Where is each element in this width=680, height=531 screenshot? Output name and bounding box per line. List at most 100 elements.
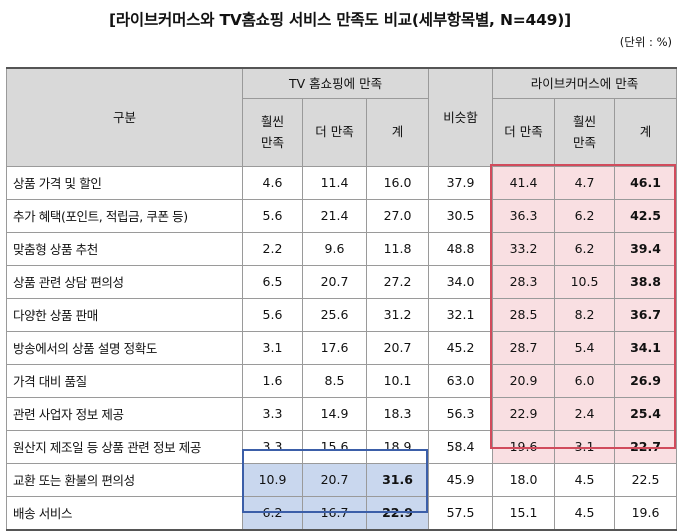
cell-similar: 30.5 bbox=[428, 198, 494, 233]
cell-tv-much: 4.6 bbox=[242, 165, 303, 200]
cell-live-more: 18.0 bbox=[492, 462, 556, 497]
row-label: 맞춤형 상품 추천 bbox=[6, 231, 243, 266]
table-row: 가격 대비 품질 1.6 8.5 10.1 63.0 20.9 6.0 26.9 bbox=[6, 363, 678, 398]
cell-tv-much: 3.3 bbox=[242, 429, 303, 464]
cell-live-more: 15.1 bbox=[492, 495, 556, 530]
cell-tv-much: 5.6 bbox=[242, 198, 303, 233]
unit-label: (단위 : %) bbox=[619, 35, 672, 49]
cell-live-much: 8.2 bbox=[554, 297, 616, 332]
row-label: 상품 관련 상담 편의성 bbox=[6, 264, 243, 299]
row-label: 배송 서비스 bbox=[6, 495, 243, 530]
cell-similar: 37.9 bbox=[428, 165, 494, 200]
cell-live-more: 28.3 bbox=[492, 264, 556, 299]
cell-tv-more: 25.6 bbox=[302, 297, 367, 332]
cell-tv-total: 18.3 bbox=[365, 396, 430, 431]
cell-similar: 58.4 bbox=[428, 429, 494, 464]
cell-live-total: 25.4 bbox=[614, 396, 678, 431]
table-title: [라이브커머스와 TV홈쇼핑 서비스 만족도 비교(세부항목별, N=449)] bbox=[108, 11, 572, 29]
header-live-more: 더 만족 bbox=[492, 97, 556, 167]
cell-tv-more: 21.4 bbox=[302, 198, 367, 233]
cell-live-much: 4.7 bbox=[554, 165, 616, 200]
cell-similar: 45.2 bbox=[428, 330, 494, 365]
cell-tv-more: 15.6 bbox=[302, 429, 367, 464]
cell-live-much: 6.0 bbox=[554, 363, 616, 398]
cell-similar: 48.8 bbox=[428, 231, 494, 266]
satisfaction-table: 구분 TV 홈쇼핑에 만족 비슷함 라이브커머스에 만족 훨씬 만족 더 만족 계… bbox=[6, 67, 678, 531]
cell-live-more: 36.3 bbox=[492, 198, 556, 233]
cell-tv-more: 9.6 bbox=[302, 231, 367, 266]
cell-tv-total: 31.2 bbox=[365, 297, 430, 332]
cell-tv-total: 31.6 bbox=[365, 462, 430, 497]
cell-live-total: 34.1 bbox=[614, 330, 678, 365]
cell-tv-total: 20.7 bbox=[365, 330, 430, 365]
cell-tv-much: 6.2 bbox=[242, 495, 303, 530]
table-row: 상품 가격 및 할인 4.6 11.4 16.0 37.9 41.4 4.7 46.1 bbox=[6, 165, 678, 200]
cell-live-much: 10.5 bbox=[554, 264, 616, 299]
header-live-total: 계 bbox=[614, 97, 678, 167]
cell-tv-total: 27.0 bbox=[365, 198, 430, 233]
cell-tv-much: 5.6 bbox=[242, 297, 303, 332]
header-live-group: 라이브커머스에 만족 bbox=[492, 67, 678, 99]
cell-tv-more: 11.4 bbox=[302, 165, 367, 200]
header-similar: 비슷함 bbox=[428, 67, 494, 167]
cell-similar: 56.3 bbox=[428, 396, 494, 431]
cell-tv-more: 16.7 bbox=[302, 495, 367, 530]
cell-live-much: 6.2 bbox=[554, 198, 616, 233]
cell-live-total: 19.6 bbox=[614, 495, 678, 530]
row-label: 교환 또는 환불의 편의성 bbox=[6, 462, 243, 497]
cell-tv-more: 14.9 bbox=[302, 396, 367, 431]
cell-tv-total: 10.1 bbox=[365, 363, 430, 398]
table-row: 다양한 상품 판매 5.6 25.6 31.2 32.1 28.5 8.2 36.7 bbox=[6, 297, 678, 332]
cell-tv-total: 16.0 bbox=[365, 165, 430, 200]
cell-live-total: 26.9 bbox=[614, 363, 678, 398]
cell-live-total: 38.8 bbox=[614, 264, 678, 299]
cell-tv-more: 20.7 bbox=[302, 462, 367, 497]
cell-tv-more: 8.5 bbox=[302, 363, 367, 398]
header-live-much: 훨씬 만족 bbox=[554, 97, 616, 167]
cell-live-much: 2.4 bbox=[554, 396, 616, 431]
cell-live-much: 4.5 bbox=[554, 462, 616, 497]
cell-live-much: 5.4 bbox=[554, 330, 616, 365]
cell-live-total: 46.1 bbox=[614, 165, 678, 200]
cell-tv-much: 3.3 bbox=[242, 396, 303, 431]
table-row: 추가 혜택(포인트, 적립금, 쿠폰 등) 5.6 21.4 27.0 30.5 36.3… bbox=[6, 198, 678, 233]
header-tv-total: 계 bbox=[365, 97, 430, 167]
table-row: 배송 서비스 6.2 16.7 22.9 57.5 15.1 4.5 19.6 bbox=[6, 495, 678, 530]
cell-live-more: 28.5 bbox=[492, 297, 556, 332]
table-row: 맞춤형 상품 추천 2.2 9.6 11.8 48.8 33.2 6.2 39.4 bbox=[6, 231, 678, 266]
row-label: 가격 대비 품질 bbox=[6, 363, 243, 398]
cell-live-total: 22.5 bbox=[614, 462, 678, 497]
cell-tv-total: 11.8 bbox=[365, 231, 430, 266]
row-label: 다양한 상품 판매 bbox=[6, 297, 243, 332]
cell-live-more: 19.6 bbox=[492, 429, 556, 464]
table-row: 교환 또는 환불의 편의성 10.9 20.7 31.6 45.9 18.0 4.5 22.5 bbox=[6, 462, 678, 497]
cell-live-total: 36.7 bbox=[614, 297, 678, 332]
row-label: 방송에서의 상품 설명 정확도 bbox=[6, 330, 243, 365]
cell-tv-much: 10.9 bbox=[242, 462, 303, 497]
table-row: 관련 사업자 정보 제공 3.3 14.9 18.3 56.3 22.9 2.4 25.4 bbox=[6, 396, 678, 431]
cell-tv-total: 18.9 bbox=[365, 429, 430, 464]
cell-tv-more: 17.6 bbox=[302, 330, 367, 365]
cell-live-much: 4.5 bbox=[554, 495, 616, 530]
cell-tv-more: 20.7 bbox=[302, 264, 367, 299]
table-row: 상품 관련 상담 편의성 6.5 20.7 27.2 34.0 28.3 10.5 38.8 bbox=[6, 264, 678, 299]
cell-similar: 57.5 bbox=[428, 495, 494, 530]
header-tv-more: 더 만족 bbox=[302, 97, 367, 167]
cell-live-much: 6.2 bbox=[554, 231, 616, 266]
header-tv-group: TV 홈쇼핑에 만족 bbox=[241, 67, 430, 99]
cell-live-more: 41.4 bbox=[492, 165, 556, 200]
table-row: 원산지 제조일 등 상품 관련 정보 제공 3.3 15.6 18.9 58.4 19.6… bbox=[6, 429, 678, 464]
cell-tv-much: 6.5 bbox=[242, 264, 303, 299]
cell-tv-total: 27.2 bbox=[365, 264, 430, 299]
cell-live-total: 42.5 bbox=[614, 198, 678, 233]
row-label: 관련 사업자 정보 제공 bbox=[6, 396, 243, 431]
cell-similar: 45.9 bbox=[428, 462, 494, 497]
cell-tv-much: 3.1 bbox=[242, 330, 303, 365]
header-category: 구분 bbox=[6, 67, 243, 167]
cell-live-total: 39.4 bbox=[614, 231, 678, 266]
cell-live-more: 22.9 bbox=[492, 396, 556, 431]
cell-similar: 63.0 bbox=[428, 363, 494, 398]
cell-tv-much: 2.2 bbox=[242, 231, 303, 266]
row-label: 원산지 제조일 등 상품 관련 정보 제공 bbox=[6, 429, 243, 464]
cell-live-total: 22.7 bbox=[614, 429, 678, 464]
